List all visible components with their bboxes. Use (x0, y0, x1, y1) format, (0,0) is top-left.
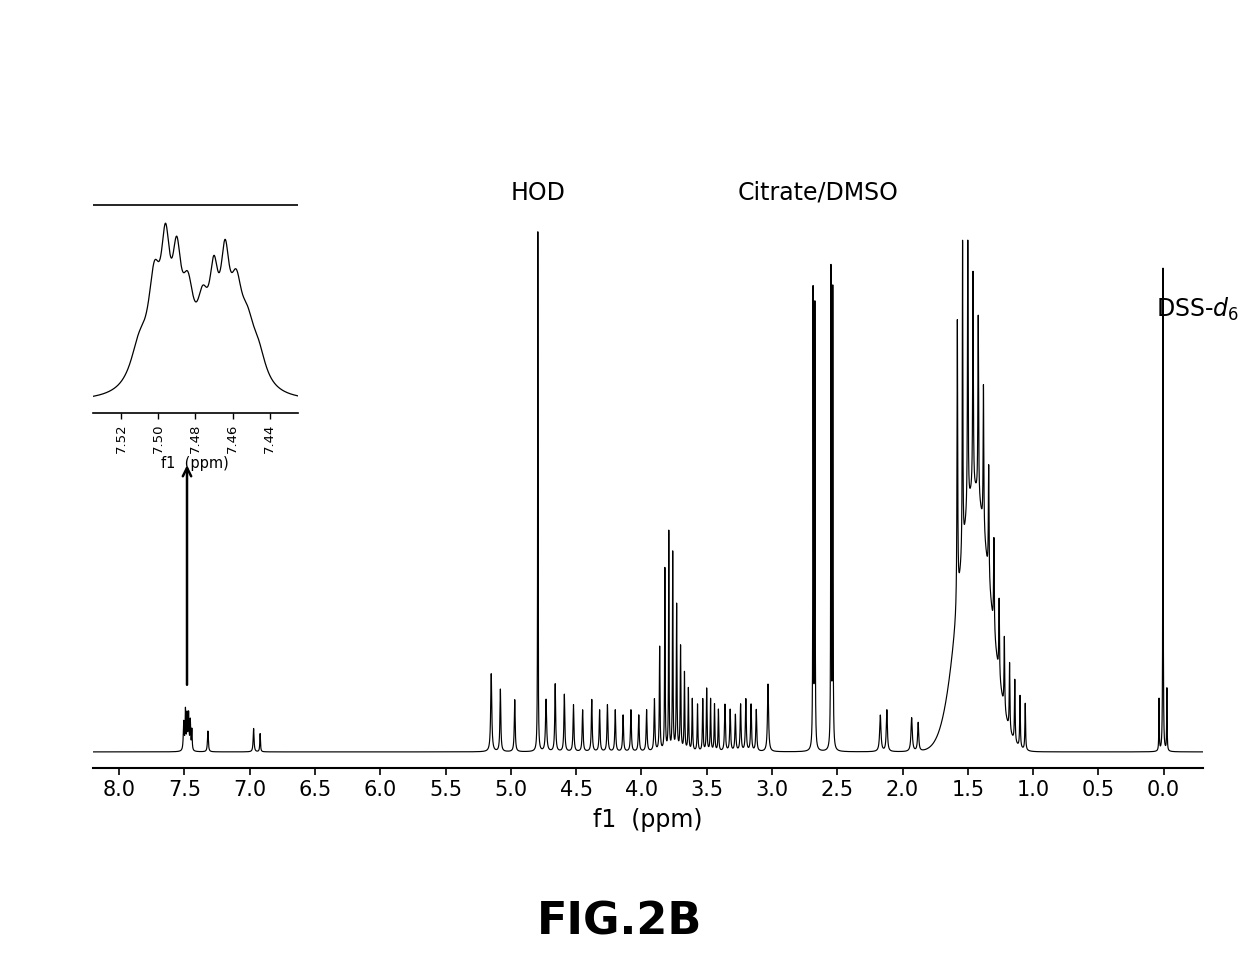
Text: Citrate/DMSO: Citrate/DMSO (738, 181, 898, 205)
X-axis label: f1  (ppm): f1 (ppm) (593, 808, 703, 832)
Text: HOD: HOD (511, 181, 565, 205)
Text: DSS-$d_6$: DSS-$d_6$ (1156, 296, 1239, 323)
X-axis label: f1  (ppm): f1 (ppm) (161, 456, 229, 470)
Text: FIG.2B: FIG.2B (537, 900, 703, 943)
